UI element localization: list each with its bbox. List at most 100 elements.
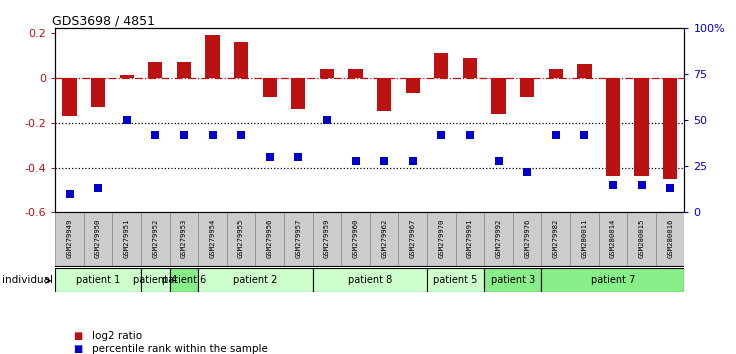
- Text: patient 7: patient 7: [591, 275, 635, 285]
- Bar: [227, 212, 255, 267]
- Bar: [342, 212, 369, 267]
- Bar: [542, 268, 684, 292]
- Bar: [119, 75, 134, 78]
- Bar: [656, 212, 684, 267]
- Text: GSM279962: GSM279962: [381, 219, 387, 258]
- Text: patient 5: patient 5: [434, 275, 478, 285]
- Bar: [456, 212, 484, 267]
- Bar: [348, 69, 363, 78]
- Bar: [513, 212, 542, 267]
- Bar: [492, 78, 506, 114]
- Point: [492, 158, 504, 164]
- Bar: [313, 268, 427, 292]
- Text: GDS3698 / 4851: GDS3698 / 4851: [52, 14, 155, 27]
- Text: patient 6: patient 6: [162, 275, 206, 285]
- Bar: [255, 212, 284, 267]
- Point: [292, 154, 304, 160]
- Text: patient 4: patient 4: [133, 275, 177, 285]
- Bar: [113, 212, 141, 267]
- Bar: [84, 212, 113, 267]
- Text: GSM279991: GSM279991: [467, 219, 473, 258]
- Bar: [484, 212, 513, 267]
- Bar: [434, 53, 448, 78]
- Bar: [427, 268, 484, 292]
- Point: [121, 118, 132, 123]
- Text: GSM279952: GSM279952: [152, 219, 158, 258]
- Point: [550, 132, 562, 138]
- Point: [521, 169, 533, 175]
- Text: patient 3: patient 3: [491, 275, 535, 285]
- Bar: [598, 212, 627, 267]
- Bar: [291, 78, 305, 109]
- Bar: [570, 212, 598, 267]
- Point: [607, 182, 619, 188]
- Point: [207, 132, 219, 138]
- Point: [92, 185, 104, 191]
- Point: [578, 132, 590, 138]
- Point: [263, 154, 275, 160]
- Bar: [377, 78, 392, 112]
- Bar: [198, 268, 313, 292]
- Bar: [63, 78, 77, 116]
- Point: [236, 132, 247, 138]
- Text: GSM279976: GSM279976: [524, 219, 530, 258]
- Point: [149, 132, 161, 138]
- Text: percentile rank within the sample: percentile rank within the sample: [92, 344, 268, 354]
- Text: GSM280014: GSM280014: [610, 219, 616, 258]
- Bar: [313, 212, 342, 267]
- Text: GSM279992: GSM279992: [495, 219, 501, 258]
- Point: [350, 158, 361, 164]
- Bar: [91, 78, 105, 107]
- Bar: [369, 212, 398, 267]
- Bar: [177, 62, 191, 78]
- Point: [63, 191, 75, 197]
- Bar: [234, 42, 248, 78]
- Bar: [55, 268, 141, 292]
- Bar: [169, 268, 198, 292]
- Text: GSM279954: GSM279954: [210, 219, 216, 258]
- Text: individual: individual: [2, 275, 53, 285]
- Text: GSM279967: GSM279967: [410, 219, 416, 258]
- Text: log2 ratio: log2 ratio: [92, 331, 142, 341]
- Text: GSM279956: GSM279956: [266, 219, 273, 258]
- Bar: [463, 57, 477, 78]
- Text: GSM279959: GSM279959: [324, 219, 330, 258]
- Bar: [548, 69, 563, 78]
- Text: patient 1: patient 1: [76, 275, 120, 285]
- Text: GSM279950: GSM279950: [95, 219, 101, 258]
- Point: [636, 182, 648, 188]
- Text: GSM279982: GSM279982: [553, 219, 559, 258]
- Point: [178, 132, 190, 138]
- Point: [464, 132, 476, 138]
- Point: [321, 118, 333, 123]
- Point: [665, 185, 676, 191]
- Bar: [520, 78, 534, 97]
- Point: [436, 132, 447, 138]
- Bar: [577, 64, 592, 78]
- Bar: [606, 78, 620, 177]
- Text: GSM279953: GSM279953: [181, 219, 187, 258]
- Text: GSM279960: GSM279960: [353, 219, 358, 258]
- Text: GSM279957: GSM279957: [295, 219, 301, 258]
- Bar: [263, 78, 277, 97]
- Bar: [484, 268, 542, 292]
- Bar: [542, 212, 570, 267]
- Bar: [198, 212, 227, 267]
- Text: GSM280015: GSM280015: [639, 219, 645, 258]
- Text: ■: ■: [74, 344, 83, 354]
- Text: GSM279955: GSM279955: [238, 219, 244, 258]
- Text: ■: ■: [74, 331, 83, 341]
- Text: GSM279949: GSM279949: [66, 219, 73, 258]
- Bar: [406, 78, 420, 93]
- Bar: [205, 35, 219, 78]
- Bar: [627, 212, 656, 267]
- Bar: [141, 268, 169, 292]
- Bar: [319, 69, 334, 78]
- Bar: [284, 212, 313, 267]
- Point: [378, 158, 390, 164]
- Text: patient 2: patient 2: [233, 275, 277, 285]
- Bar: [141, 212, 169, 267]
- Text: GSM279951: GSM279951: [124, 219, 130, 258]
- Bar: [427, 212, 456, 267]
- Point: [407, 158, 419, 164]
